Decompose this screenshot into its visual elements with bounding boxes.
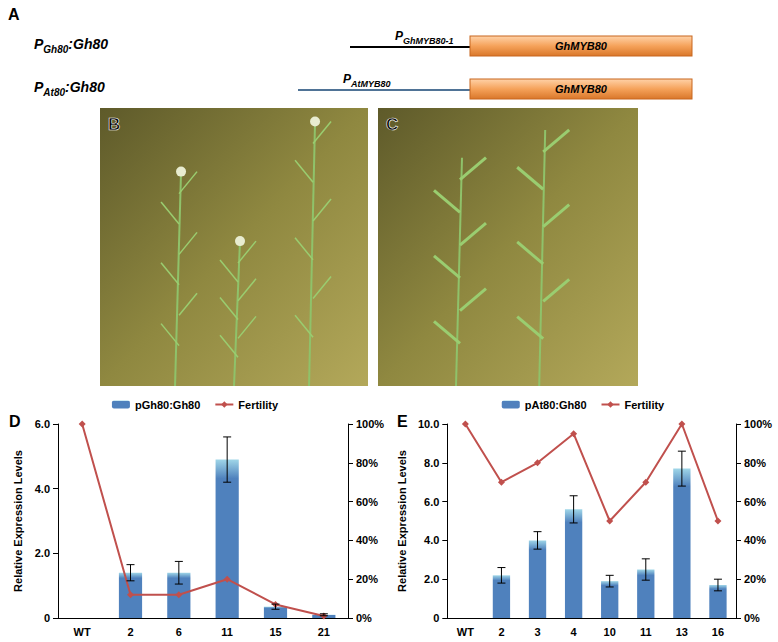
svg-text:4.0: 4.0 xyxy=(424,534,439,546)
svg-text:PAt80:Gh80: PAt80:Gh80 xyxy=(34,79,105,98)
svg-text:60%: 60% xyxy=(744,496,766,508)
svg-text:Relative Expression Levels: Relative Expression Levels xyxy=(396,450,408,592)
svg-text:PGh80:Gh80: PGh80:Gh80 xyxy=(34,36,108,55)
svg-text:6.0: 6.0 xyxy=(35,418,50,430)
svg-text:pAt80:Gh80: pAt80:Gh80 xyxy=(525,399,587,411)
svg-text:2: 2 xyxy=(127,626,133,638)
svg-text:2.0: 2.0 xyxy=(424,573,439,585)
svg-text:0%: 0% xyxy=(356,612,372,624)
svg-text:GhMYB80: GhMYB80 xyxy=(555,40,608,52)
svg-text:2: 2 xyxy=(498,626,504,638)
svg-text:0: 0 xyxy=(44,612,50,624)
svg-text:15: 15 xyxy=(269,626,281,638)
svg-text:WT: WT xyxy=(457,626,474,638)
svg-text:4: 4 xyxy=(571,626,578,638)
svg-text:80%: 80% xyxy=(744,457,766,469)
svg-text:6: 6 xyxy=(176,626,182,638)
svg-text:4.0: 4.0 xyxy=(35,483,50,495)
svg-text:PGhMYB80-1: PGhMYB80-1 xyxy=(395,29,454,46)
svg-text:E: E xyxy=(397,413,408,430)
svg-text:0: 0 xyxy=(433,612,439,624)
svg-text:Fertility: Fertility xyxy=(625,399,666,411)
svg-text:2.0: 2.0 xyxy=(35,547,50,559)
svg-text:B: B xyxy=(108,115,120,134)
svg-text:10.0: 10.0 xyxy=(418,418,439,430)
svg-text:6.0: 6.0 xyxy=(424,496,439,508)
svg-text:Fertility: Fertility xyxy=(238,399,279,411)
svg-text:11: 11 xyxy=(221,626,233,638)
svg-text:100%: 100% xyxy=(356,418,384,430)
svg-text:11: 11 xyxy=(640,626,652,638)
svg-text:pGh80:Gh80: pGh80:Gh80 xyxy=(135,399,200,411)
svg-text:40%: 40% xyxy=(356,534,378,546)
svg-text:80%: 80% xyxy=(356,457,378,469)
svg-text:3: 3 xyxy=(534,626,540,638)
svg-text:WT: WT xyxy=(74,626,91,638)
svg-text:A: A xyxy=(8,6,20,23)
svg-text:20%: 20% xyxy=(356,573,378,585)
svg-text:0%: 0% xyxy=(744,612,760,624)
svg-text:D: D xyxy=(9,413,21,430)
svg-text:60%: 60% xyxy=(356,496,378,508)
svg-text:PAtMYB80: PAtMYB80 xyxy=(343,72,391,89)
svg-text:16: 16 xyxy=(712,626,724,638)
svg-text:13: 13 xyxy=(676,626,688,638)
svg-text:20%: 20% xyxy=(744,573,766,585)
svg-text:100%: 100% xyxy=(744,418,772,430)
svg-text:GhMYB80: GhMYB80 xyxy=(555,83,608,95)
svg-text:C: C xyxy=(386,115,398,134)
svg-text:Relative Expression Levels: Relative Expression Levels xyxy=(12,450,24,592)
svg-text:8.0: 8.0 xyxy=(424,457,439,469)
svg-text:40%: 40% xyxy=(744,534,766,546)
svg-text:21: 21 xyxy=(318,626,330,638)
svg-text:10: 10 xyxy=(604,626,616,638)
